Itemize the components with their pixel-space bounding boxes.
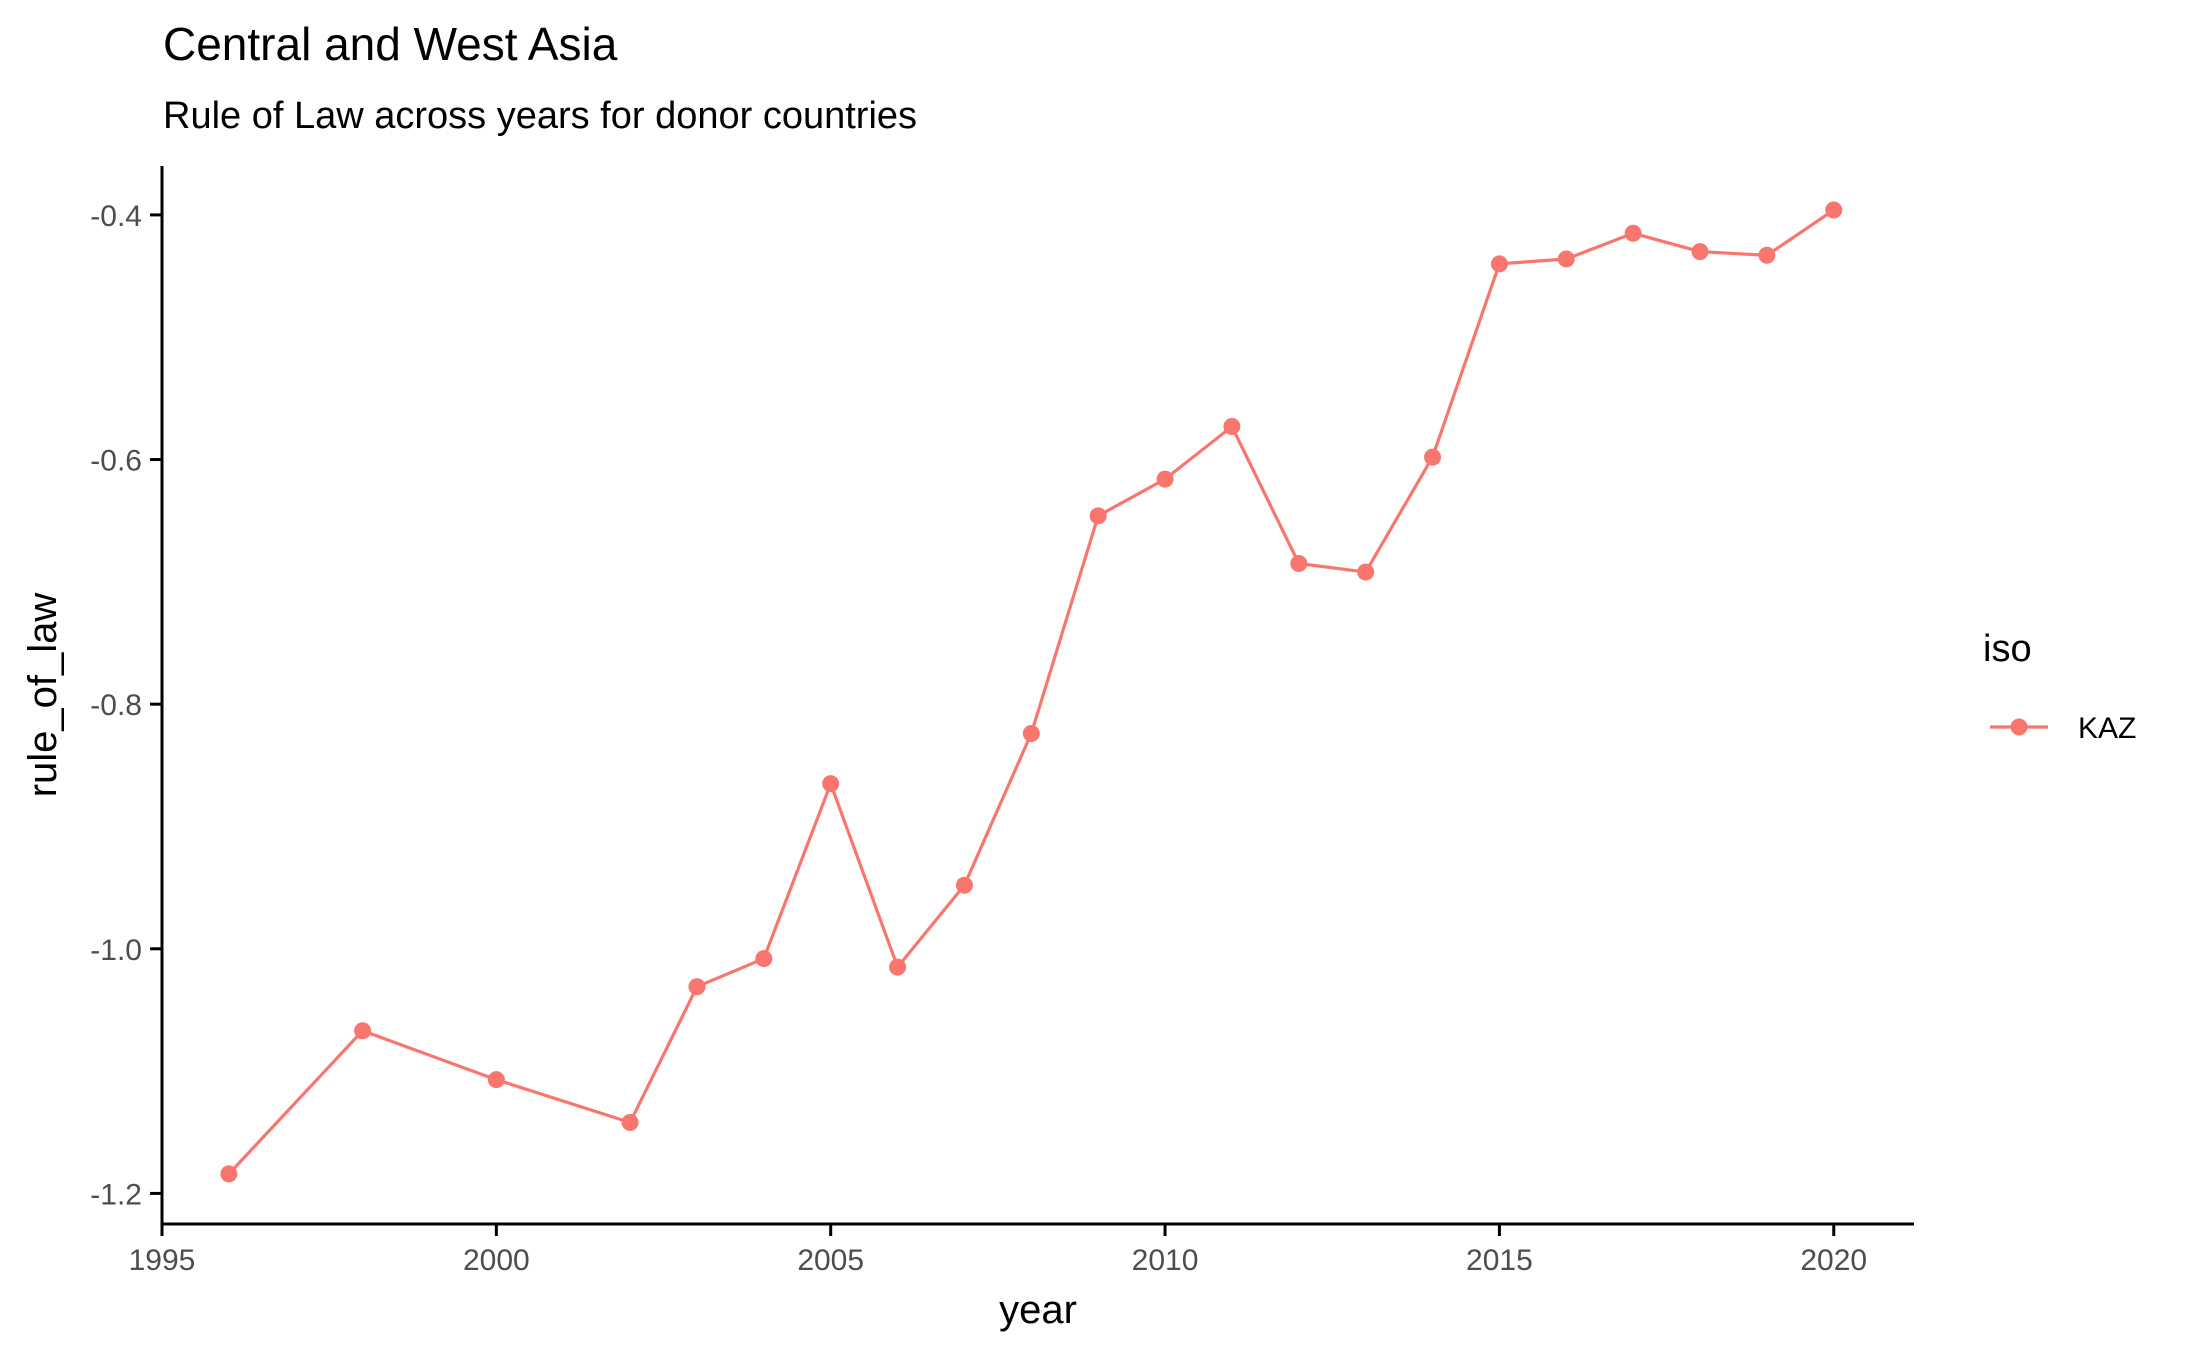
y-tick-label: -0.6 bbox=[90, 445, 142, 478]
data-point bbox=[1357, 563, 1375, 581]
data-point bbox=[487, 1071, 505, 1089]
data-point bbox=[220, 1165, 238, 1183]
axis-lines bbox=[160, 166, 1914, 1226]
axes bbox=[160, 166, 1914, 1226]
x-tick-label: 1995 bbox=[129, 1244, 196, 1277]
data-point bbox=[1557, 250, 1575, 268]
series-group bbox=[220, 201, 1843, 1183]
y-tick-label: -1.2 bbox=[90, 1178, 142, 1211]
x-axis-ticks: 1995 2000 2005 2010 2015 2020 bbox=[129, 1224, 1867, 1277]
data-point bbox=[1223, 418, 1241, 436]
data-point bbox=[354, 1022, 372, 1040]
series-kaz bbox=[220, 201, 1843, 1183]
series-line bbox=[227, 208, 1836, 1176]
data-point bbox=[1022, 725, 1040, 743]
data-point bbox=[1758, 246, 1776, 264]
data-point bbox=[1290, 555, 1308, 573]
x-tick-label: 2015 bbox=[1466, 1244, 1533, 1277]
y-tick-label: -0.8 bbox=[90, 689, 142, 722]
data-point bbox=[955, 876, 973, 894]
legend-item: KAZ bbox=[1990, 712, 2136, 745]
data-point bbox=[1624, 224, 1642, 242]
legend-items: KAZ bbox=[1990, 712, 2136, 745]
data-point bbox=[1691, 243, 1709, 261]
data-point bbox=[889, 958, 907, 976]
legend-label: KAZ bbox=[2078, 712, 2136, 745]
data-point bbox=[1490, 255, 1508, 273]
data-point bbox=[822, 775, 840, 793]
y-axis-ticks: -1.2 -1.0 -0.8 -0.6 -0.4 bbox=[90, 200, 162, 1211]
data-point bbox=[1424, 448, 1442, 466]
x-axis-label: year bbox=[999, 1288, 1077, 1332]
x-tick-label: 2005 bbox=[797, 1244, 864, 1277]
chart-title: Central and West Asia bbox=[163, 18, 618, 70]
chart-subtitle: Rule of Law across years for donor count… bbox=[163, 95, 917, 137]
y-tick-label: -0.4 bbox=[90, 200, 142, 233]
x-tick-label: 2020 bbox=[1800, 1244, 1867, 1277]
legend-title: iso bbox=[1983, 628, 2032, 670]
data-point bbox=[1156, 470, 1174, 488]
x-tick-label: 2010 bbox=[1132, 1244, 1199, 1277]
y-tick-label: -1.0 bbox=[90, 934, 142, 967]
data-point bbox=[755, 950, 773, 968]
x-tick-label: 2000 bbox=[463, 1244, 530, 1277]
data-point bbox=[688, 978, 706, 996]
legend-key-point bbox=[2010, 718, 2028, 736]
y-axis-label: rule_of_law bbox=[21, 593, 65, 798]
legend: iso KAZ bbox=[1983, 628, 2136, 745]
data-point bbox=[1825, 201, 1843, 219]
data-point bbox=[1089, 507, 1107, 525]
data-point bbox=[621, 1113, 639, 1131]
